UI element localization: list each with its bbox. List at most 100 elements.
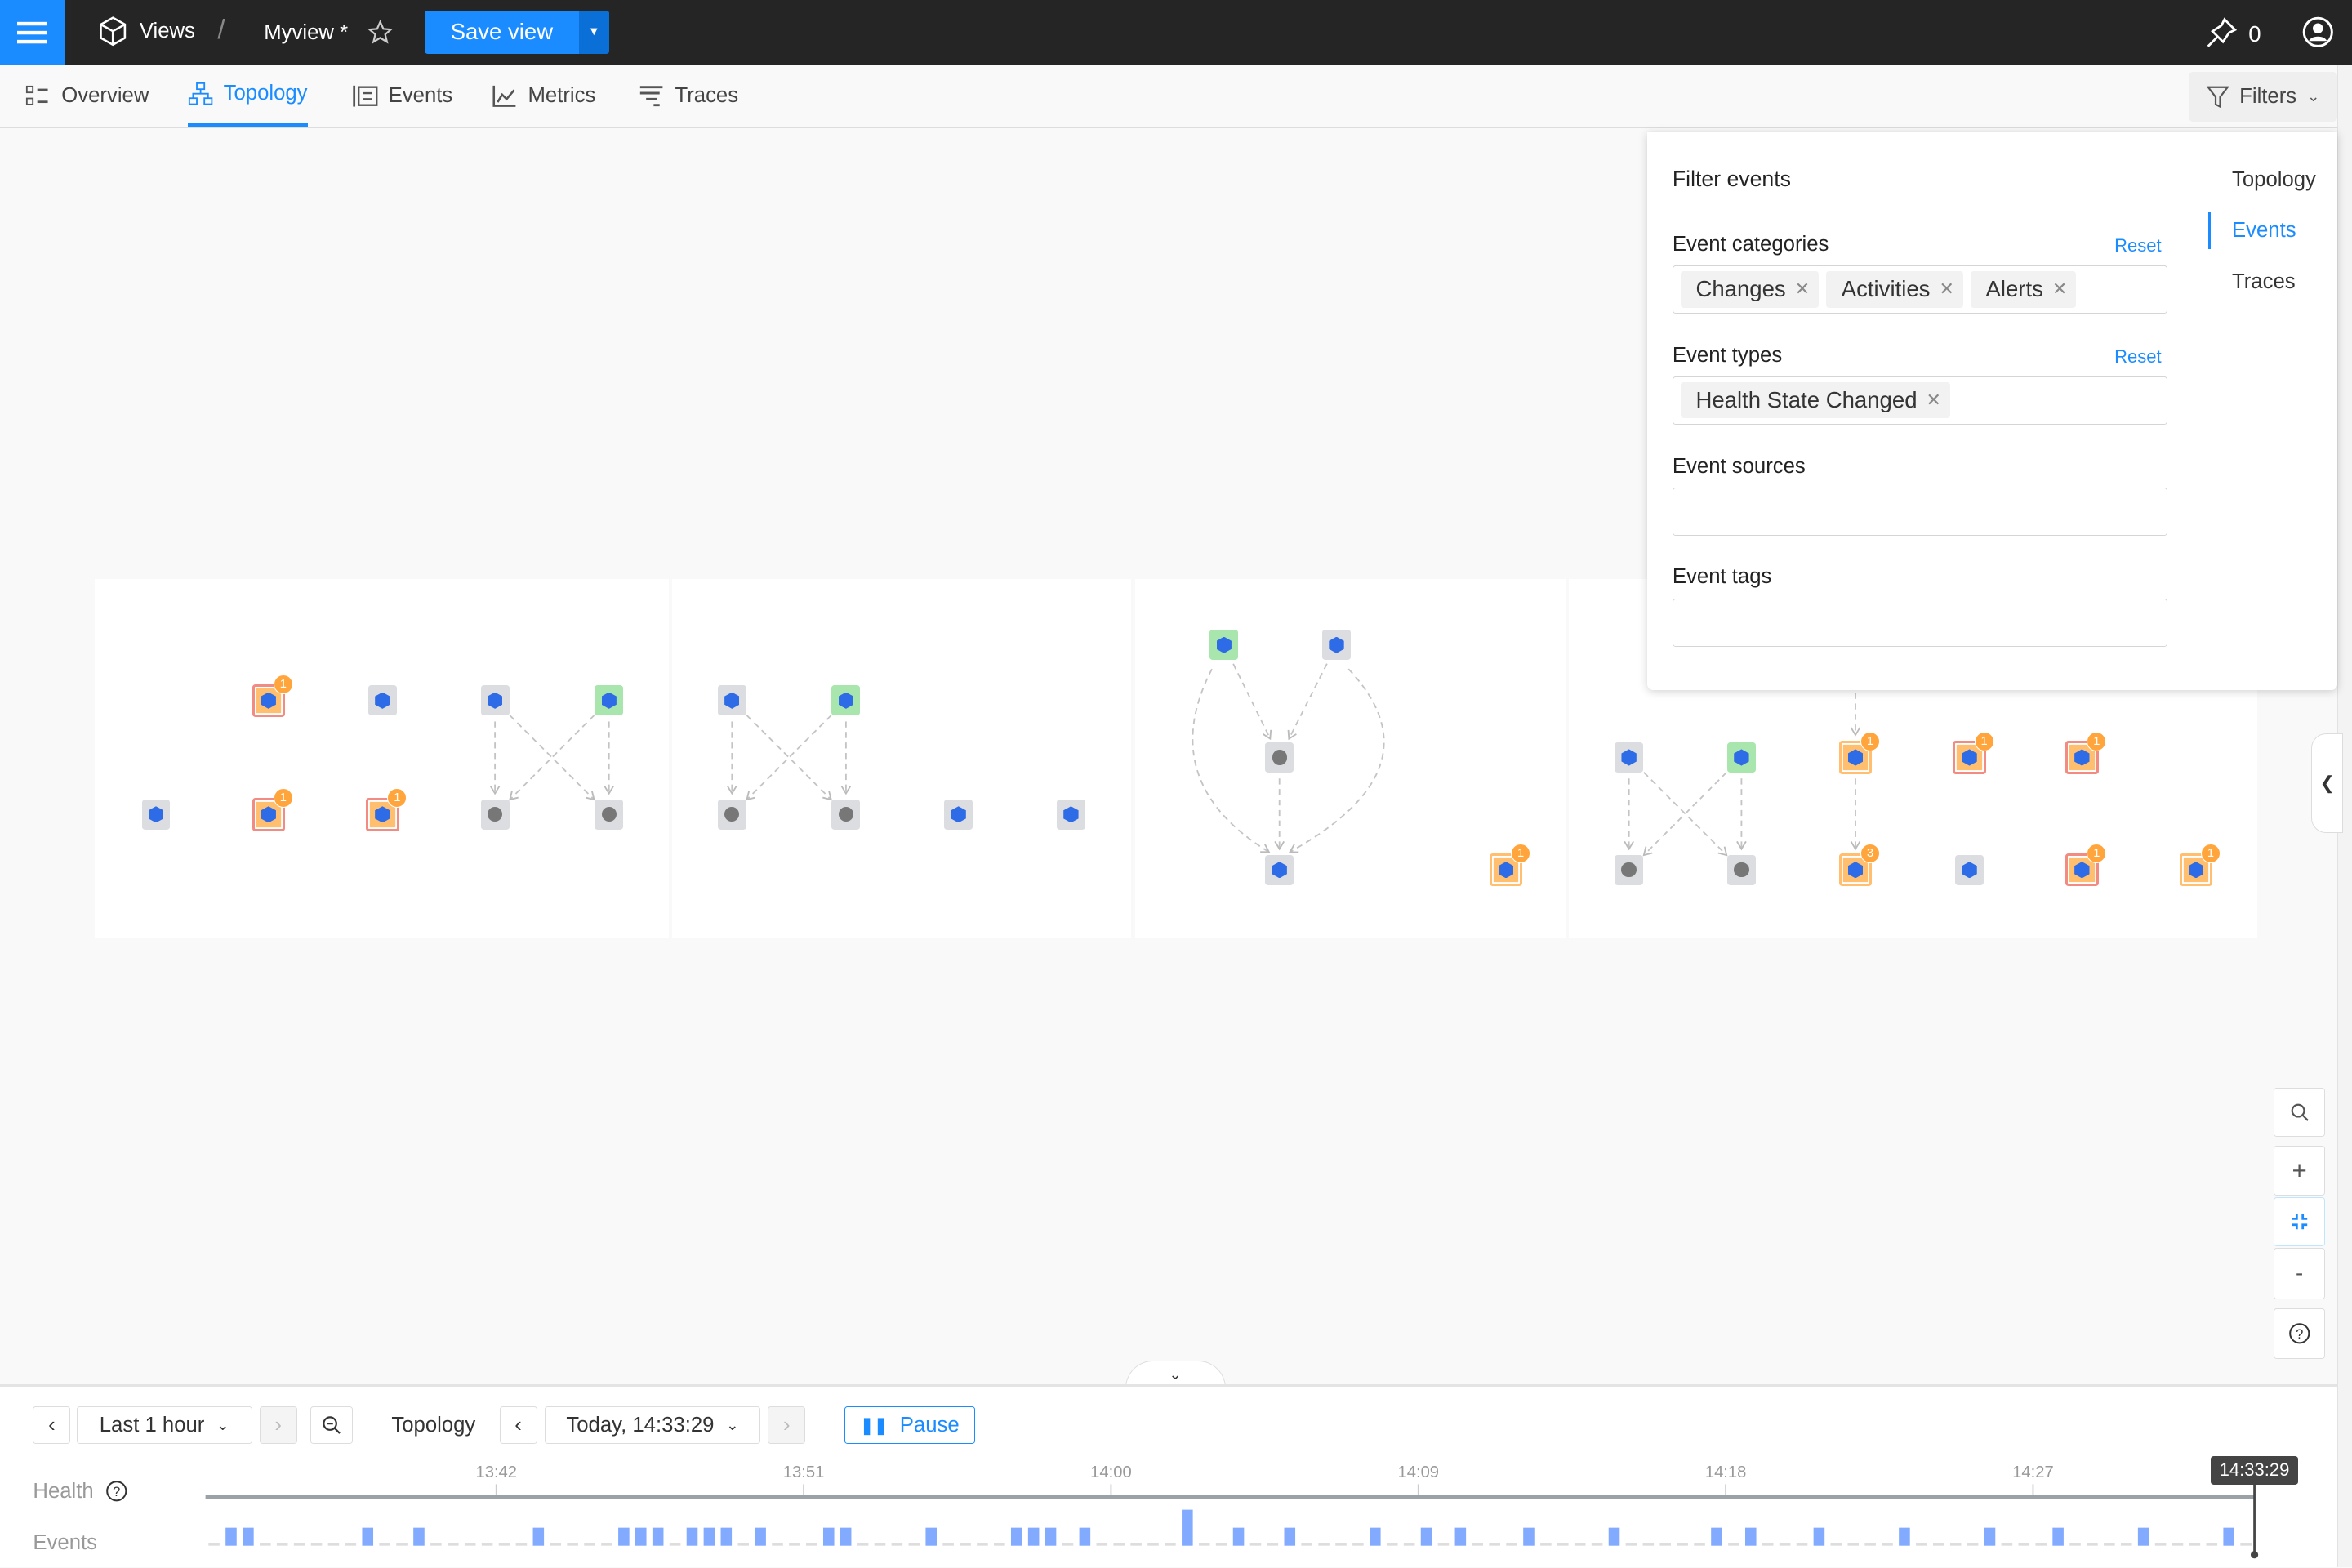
event-count-badge: 1 xyxy=(2087,731,2107,751)
empty-bucket xyxy=(2206,1543,2218,1546)
topology-node[interactable]: 1 xyxy=(1489,844,1531,887)
topology-node[interactable] xyxy=(1265,854,1294,885)
chevron-down-icon: ⌄ xyxy=(216,1416,229,1434)
topology-node[interactable]: 1 xyxy=(1838,731,1881,774)
topology-node[interactable]: 3 xyxy=(1838,844,1881,887)
topology-node[interactable] xyxy=(368,685,397,716)
zoom-out-button[interactable]: - xyxy=(2274,1248,2325,1299)
database-icon xyxy=(838,807,854,822)
tab-topology[interactable]: Topology xyxy=(187,65,308,127)
zoom-in-button[interactable]: + xyxy=(2274,1146,2325,1196)
topology-node[interactable] xyxy=(717,799,746,830)
topology-node[interactable] xyxy=(1615,854,1644,885)
topology-node[interactable]: 1 xyxy=(366,788,408,831)
time-prev-button[interactable]: ‹ xyxy=(499,1406,537,1445)
time-cursor-label: 14:33:29 xyxy=(2211,1455,2298,1485)
empty-bucket xyxy=(498,1543,510,1546)
tab-overview[interactable]: Overview xyxy=(25,65,149,127)
topology-node[interactable] xyxy=(944,799,973,830)
filters-button[interactable]: Filters ⌄ xyxy=(2188,72,2337,122)
topology-node[interactable] xyxy=(1322,630,1351,661)
timeline-tick-label: 14:09 xyxy=(1397,1463,1440,1481)
breadcrumb-views[interactable]: Views xyxy=(139,19,195,42)
save-view-button[interactable]: Save view ▼ xyxy=(424,10,609,55)
search-button[interactable] xyxy=(2274,1087,2325,1138)
topology-node[interactable] xyxy=(1056,799,1085,830)
chip-label: Alerts xyxy=(1985,276,2043,302)
topology-node[interactable] xyxy=(1265,742,1294,773)
topology-edge xyxy=(746,715,832,801)
fit-to-screen-button[interactable] xyxy=(2274,1196,2325,1247)
filter-nav-topology[interactable]: Topology xyxy=(2232,167,2316,191)
topology-node[interactable] xyxy=(1955,854,1984,885)
chevron-left-icon: ❮ xyxy=(2319,772,2335,793)
range-prev-button[interactable]: ‹ xyxy=(33,1406,71,1445)
range-next-button[interactable]: › xyxy=(259,1406,297,1445)
secret-icon xyxy=(1063,806,1079,823)
empty-bucket xyxy=(1949,1543,1962,1546)
timeline-collapse-toggle[interactable]: ⌄ xyxy=(1125,1360,1226,1388)
topology-node[interactable] xyxy=(595,799,624,830)
topology-node[interactable] xyxy=(480,685,510,716)
topology-node[interactable]: 1 xyxy=(2065,844,2107,887)
topology-node[interactable] xyxy=(141,799,171,830)
event-bar xyxy=(1182,1509,1193,1546)
menu-button[interactable] xyxy=(0,0,65,65)
events-icon xyxy=(353,85,378,107)
empty-bucket xyxy=(1506,1543,1517,1546)
event-types-input[interactable]: Health State Changed ✕ xyxy=(1672,376,2168,425)
event-bar xyxy=(1027,1527,1040,1546)
remove-chip-icon[interactable]: ✕ xyxy=(1794,278,1811,300)
topology-node[interactable]: 1 xyxy=(2179,844,2221,887)
event-categories-input[interactable]: Changes ✕ Activities ✕ Alerts ✕ xyxy=(1672,265,2168,314)
pin-icon[interactable] xyxy=(2205,16,2238,49)
remove-chip-icon[interactable]: ✕ xyxy=(2051,278,2068,300)
topology-node[interactable] xyxy=(831,685,861,716)
save-view-dropdown-icon[interactable]: ▼ xyxy=(578,10,609,55)
user-avatar-icon[interactable] xyxy=(2302,16,2334,48)
pause-button[interactable]: ❚❚ Pause xyxy=(844,1406,975,1445)
zoom-out-time-button[interactable] xyxy=(310,1406,353,1445)
time-select[interactable]: Today, 14:33:29 ⌄ xyxy=(544,1406,761,1445)
help-button[interactable]: ? xyxy=(2274,1307,2325,1360)
topology-edge xyxy=(1643,772,1728,857)
configmap-icon xyxy=(951,806,966,823)
event-types-reset[interactable]: Reset xyxy=(2114,346,2162,368)
tab-traces[interactable]: Traces xyxy=(639,65,738,127)
topology-node[interactable] xyxy=(1615,742,1644,773)
event-categories-reset[interactable]: Reset xyxy=(2114,235,2162,256)
event-bar xyxy=(925,1527,937,1546)
side-panel-toggle[interactable]: ❮ xyxy=(2311,733,2344,833)
topology-node[interactable] xyxy=(717,685,746,716)
empty-bucket xyxy=(1198,1543,1210,1546)
empty-bucket xyxy=(2240,1543,2252,1546)
remove-chip-icon[interactable]: ✕ xyxy=(1926,390,1941,411)
star-icon[interactable] xyxy=(367,19,394,45)
remove-chip-icon[interactable]: ✕ xyxy=(1939,278,1954,300)
time-next-button[interactable]: › xyxy=(768,1406,806,1445)
empty-bucket xyxy=(1096,1543,1108,1546)
tab-events[interactable]: Events xyxy=(351,65,452,127)
topology-node[interactable]: 1 xyxy=(252,788,293,831)
filter-nav-active-indicator xyxy=(2207,211,2212,249)
filter-nav-events[interactable]: Events xyxy=(2232,219,2296,243)
topology-node[interactable] xyxy=(1726,742,1756,773)
range-select[interactable]: Last 1 hour ⌄ xyxy=(76,1406,252,1445)
help-icon[interactable]: ? xyxy=(105,1480,128,1503)
topology-node[interactable]: 1 xyxy=(252,674,293,717)
event-tags-input[interactable] xyxy=(1672,598,2168,647)
filter-nav-traces[interactable]: Traces xyxy=(2232,270,2296,293)
event-bar xyxy=(362,1527,374,1546)
topology-node[interactable] xyxy=(1209,630,1239,661)
topology-node[interactable]: 1 xyxy=(2065,731,2107,774)
topology-node[interactable] xyxy=(595,685,624,716)
time-cursor-handle[interactable] xyxy=(2250,1551,2259,1559)
tab-metrics[interactable]: Metrics xyxy=(492,65,595,127)
topology-node[interactable] xyxy=(480,799,510,830)
event-sources-input[interactable] xyxy=(1672,487,2168,536)
topology-node[interactable]: 1 xyxy=(1953,731,1994,774)
topology-node[interactable] xyxy=(831,799,861,830)
topology-node[interactable] xyxy=(1726,854,1756,885)
timeline-chart[interactable] xyxy=(0,1387,2337,1567)
topology-edge xyxy=(746,715,832,801)
